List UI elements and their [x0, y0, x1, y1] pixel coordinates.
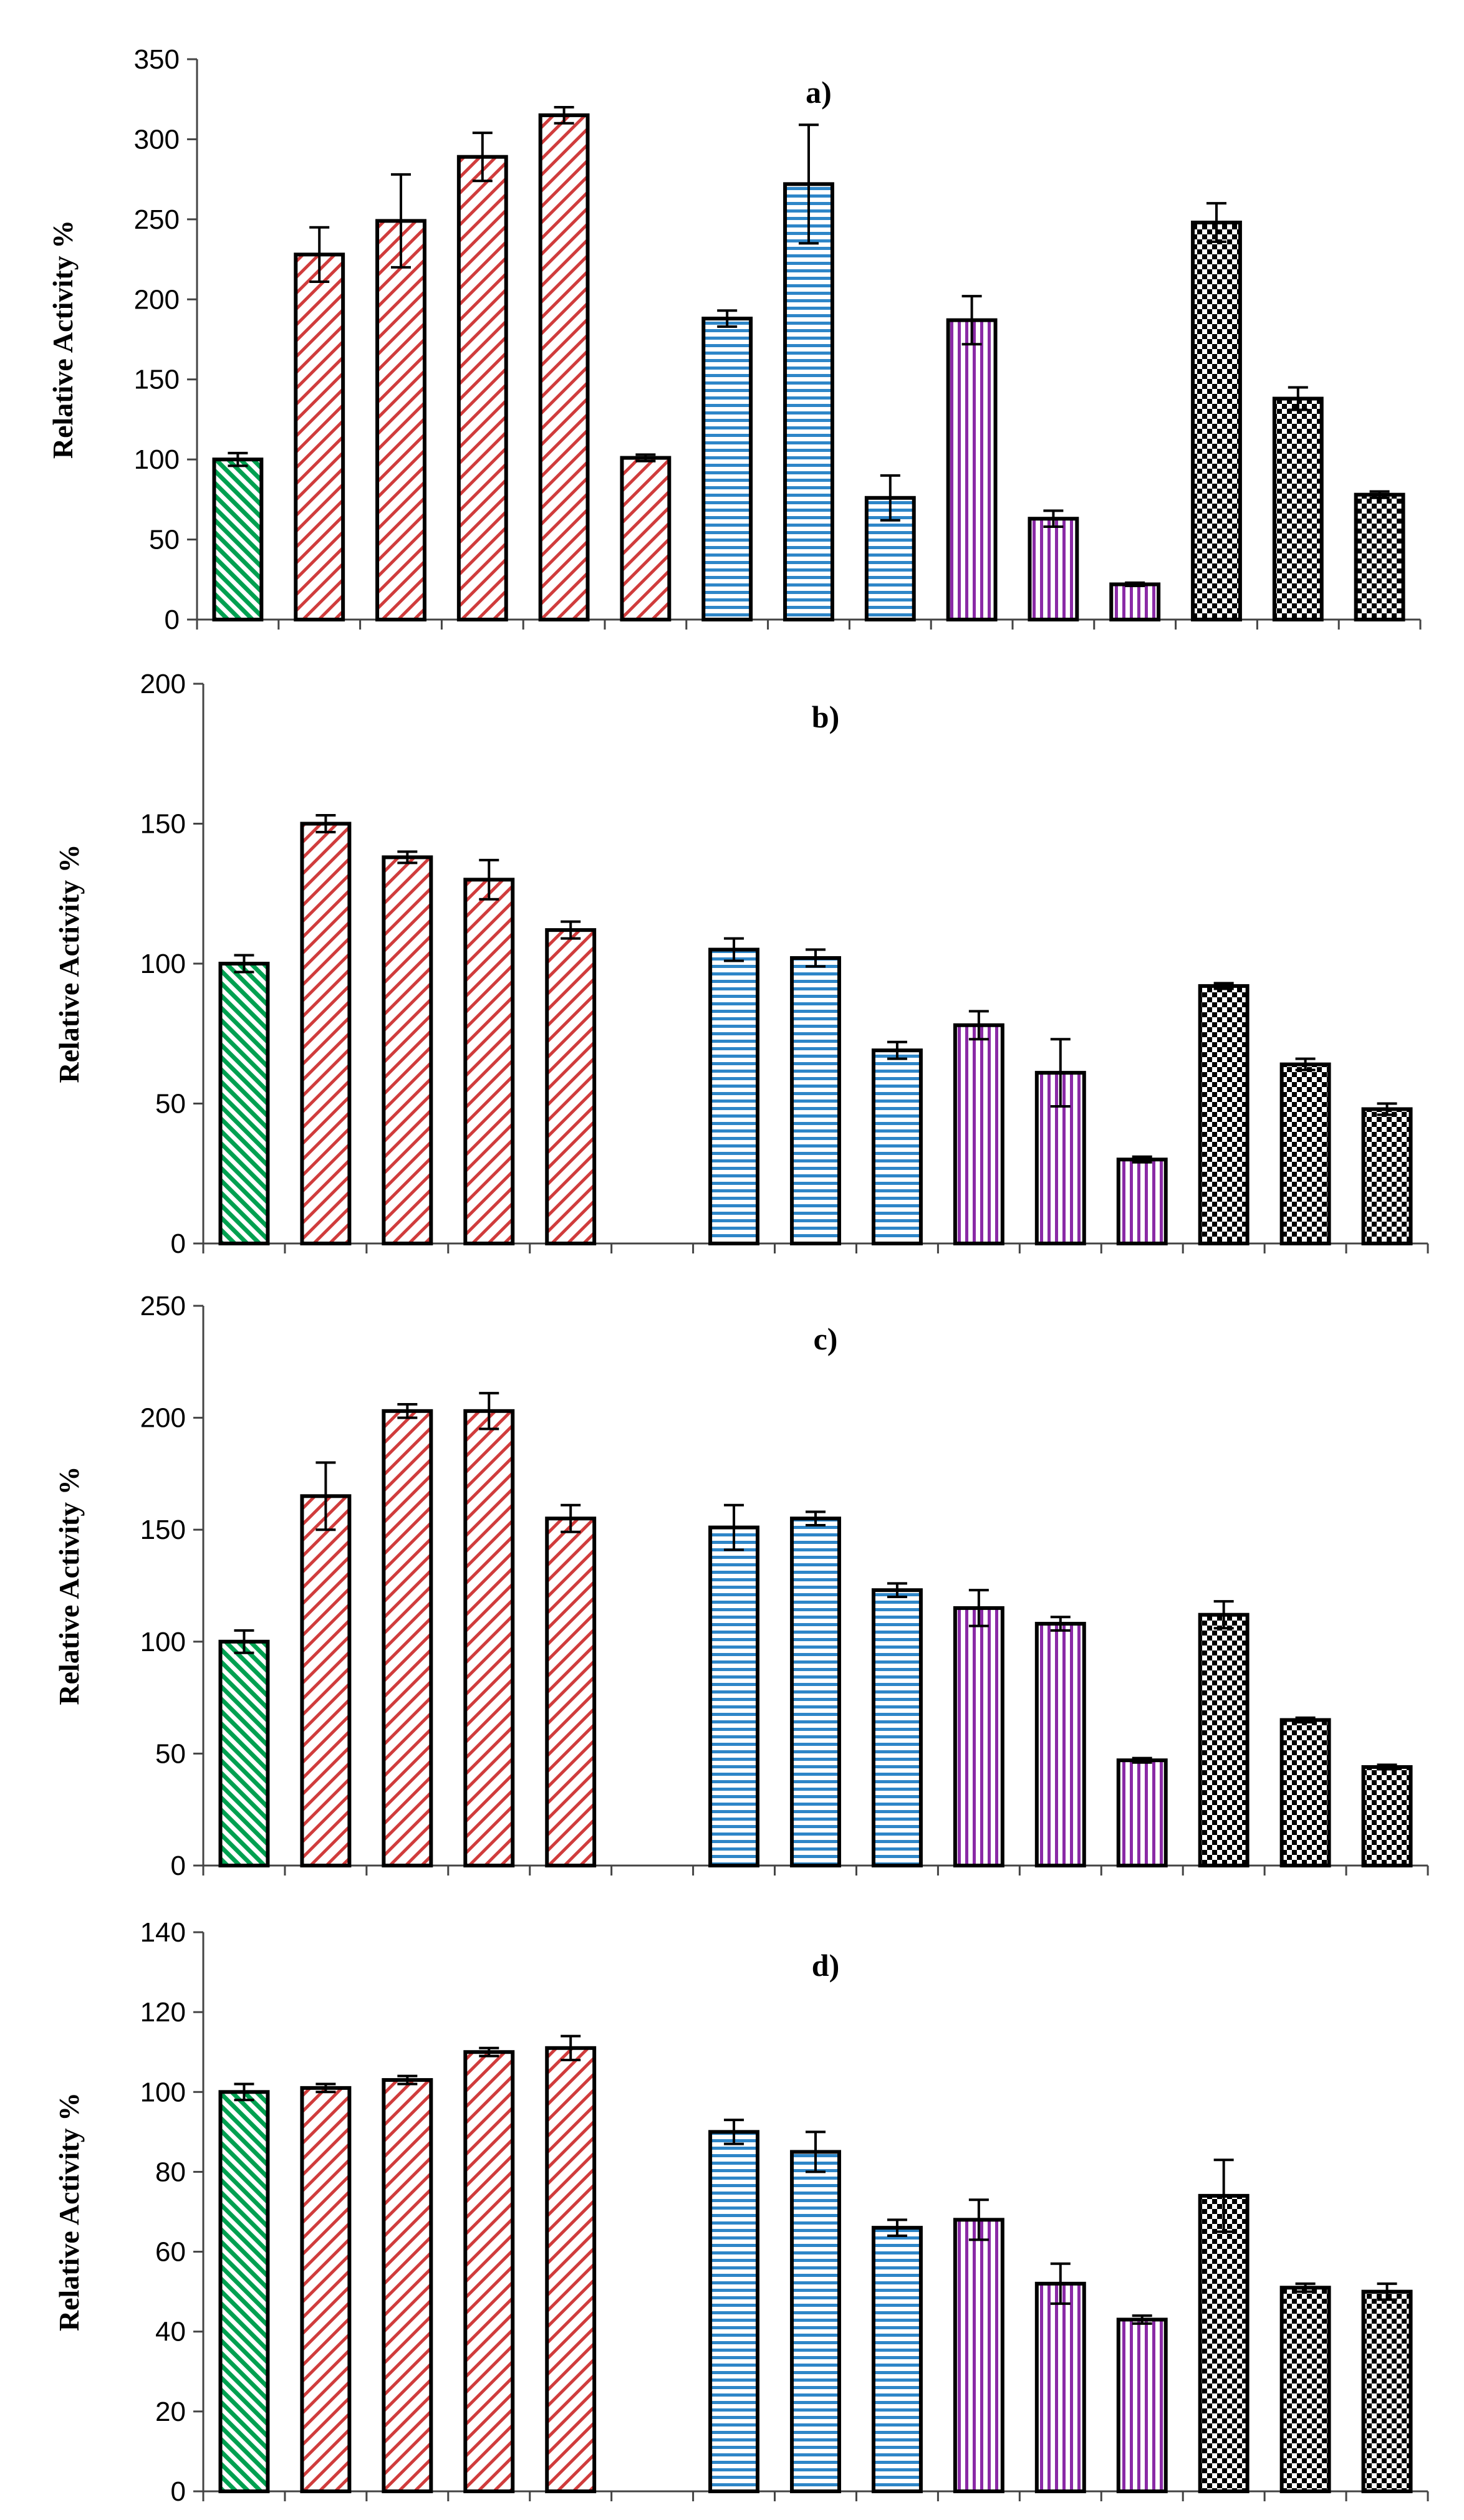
y-tick-label: 200 [134, 284, 180, 315]
bar [790, 2150, 841, 2493]
bar [218, 2090, 270, 2493]
y-axis-title: Relative Activity % [53, 1466, 85, 1705]
y-tick-label: 100 [140, 1627, 186, 1657]
y-tick-label: 350 [134, 44, 180, 75]
bar [300, 2086, 352, 2494]
bar [1198, 2193, 1250, 2493]
y-tick-label: 300 [134, 124, 180, 155]
bar [1361, 2289, 1413, 2493]
bar [456, 155, 508, 621]
y-tick-label: 0 [171, 2476, 186, 2507]
panel-a: 0 50 100 150 200 250 300 350 Relative Activity %… [47, 44, 1422, 635]
bar [871, 2226, 923, 2494]
bar [463, 878, 515, 1246]
y-tick-label: 0 [171, 1229, 186, 1259]
panel-label: b) [812, 699, 839, 734]
y-tick-label: 0 [171, 1851, 186, 1881]
bar [1116, 1758, 1168, 1868]
bar [294, 252, 345, 621]
bar [1279, 1718, 1331, 1868]
bar [218, 1639, 270, 1868]
bar [871, 1588, 923, 1868]
bar [538, 113, 590, 621]
bar [1034, 2281, 1086, 2494]
bar [1279, 2286, 1331, 2493]
y-tick-label: 150 [140, 1515, 186, 1545]
y-tick-label: 40 [155, 2317, 186, 2347]
y-axis-title: Relative Activity % [53, 844, 85, 1083]
bar [1109, 582, 1161, 622]
y-tick-label: 100 [140, 949, 186, 979]
y-tick-label: 250 [134, 204, 180, 235]
y-tick-label: 120 [140, 1997, 186, 2028]
y-tick-label: 80 [155, 2157, 186, 2187]
bar [701, 317, 753, 621]
y-tick-label: 50 [155, 1738, 186, 1769]
y-tick-label: 50 [149, 525, 180, 555]
bar [382, 855, 433, 1245]
y-tick-label: 140 [140, 1917, 186, 1948]
bar [1272, 396, 1324, 622]
bar [1191, 220, 1242, 622]
panel-label: a) [806, 75, 832, 110]
bar [708, 2130, 760, 2494]
y-tick-label: 100 [140, 2077, 186, 2107]
bar [708, 947, 760, 1246]
bar [463, 1409, 515, 1867]
bar [382, 1409, 433, 1867]
bar [946, 318, 998, 621]
y-tick-label: 200 [140, 669, 186, 699]
bar [1198, 1612, 1250, 1868]
y-axis-title: Relative Activity % [53, 2092, 85, 2331]
y-tick-label: 250 [140, 1291, 186, 1321]
bar [953, 1023, 1004, 1246]
bar [545, 928, 597, 1245]
y-tick-label: 60 [155, 2237, 186, 2268]
bar [382, 2078, 433, 2493]
bar [871, 1048, 923, 1245]
bar [620, 456, 672, 621]
bar [1361, 1107, 1413, 1245]
y-tick-label: 150 [134, 365, 180, 395]
bar [1034, 1622, 1086, 1867]
bar [783, 182, 834, 621]
bar [790, 956, 841, 1246]
bar [953, 2218, 1004, 2493]
bar [1116, 1157, 1168, 1246]
bar [218, 962, 270, 1245]
bar [545, 1516, 597, 1867]
bar [1116, 2317, 1168, 2494]
panel-d: 0 20 40 60 80 100 120 140 Relative Activity % d) [53, 1917, 1429, 2507]
bar [1354, 492, 1405, 621]
bar [300, 1494, 352, 1868]
y-tick-label: 100 [134, 444, 180, 475]
bar [1028, 517, 1079, 621]
y-tick-label: 20 [155, 2397, 186, 2427]
panel-label: d) [812, 1948, 839, 1983]
bar [1279, 1062, 1331, 1245]
bar [708, 1525, 760, 1867]
y-tick-label: 0 [165, 605, 180, 635]
bar [790, 1516, 841, 1867]
panel-label: c) [814, 1321, 838, 1356]
bar [463, 2050, 515, 2494]
y-axis-title: Relative Activity % [47, 220, 79, 459]
bar [1198, 984, 1250, 1246]
bar [545, 2046, 597, 2493]
y-tick-label: 150 [140, 809, 186, 840]
bar [375, 219, 426, 621]
bar [212, 458, 264, 622]
bar [1361, 1765, 1413, 1867]
y-tick-label: 200 [140, 1403, 186, 1434]
bar [300, 822, 352, 1245]
panel-b: 0 50 100 150 200 Relative Activity % b) [53, 669, 1429, 1259]
bar [953, 1606, 1004, 1867]
panel-c: 0 50 100 150 200 250 Relative Activity % c) [53, 1291, 1429, 1881]
y-tick-label: 50 [155, 1089, 186, 1119]
